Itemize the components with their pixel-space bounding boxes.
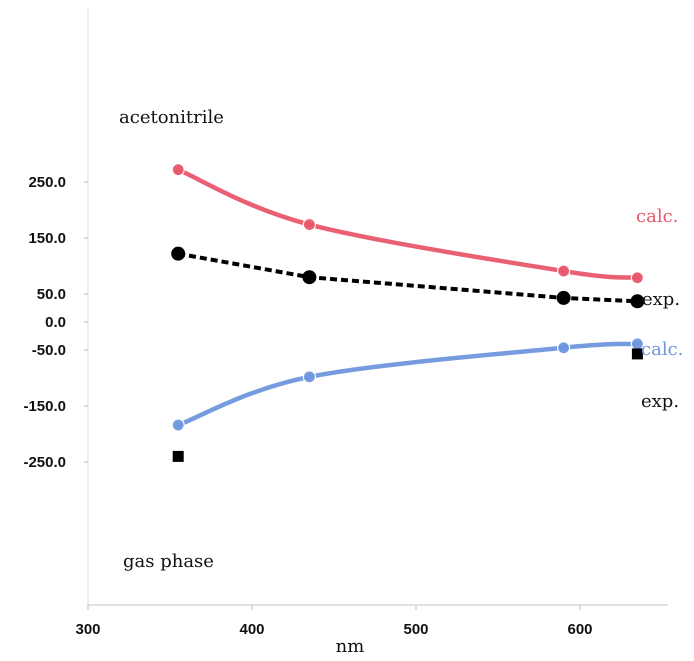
x-axis-label: nm	[336, 636, 365, 657]
gas-phase-calc-point	[171, 418, 185, 432]
acetonitrile-calc-point	[630, 271, 645, 285]
gas-phase-exp-point	[172, 450, 184, 462]
acetonitrile-calc-label: calc.	[636, 206, 678, 227]
acetonitrile-calc-line	[175, 167, 640, 281]
y-tick-label: 150.0	[28, 230, 66, 247]
series-layer	[171, 163, 645, 462]
gas-phase-calc-label: calc.	[641, 339, 683, 360]
gas-phase-exp-point	[631, 348, 643, 360]
acetonitrile-exp-point	[556, 290, 571, 305]
acetonitrile-label: acetonitrile	[119, 107, 224, 128]
y-tick-label: 0.0	[45, 314, 66, 331]
acetonitrile-calc-point	[171, 163, 185, 177]
y-ticks: 250.0 150.0 50.0 0.0 -50.0 -150.0 -250.0	[23, 174, 88, 471]
gas-phase-calc-point	[302, 370, 316, 384]
acetonitrile-exp-point	[630, 294, 645, 309]
gas-phase-calc-point	[556, 341, 571, 355]
gas-phase-label: gas phase	[123, 551, 214, 572]
acetonitrile-exp-point	[302, 270, 317, 285]
acetonitrile-exp-line	[177, 251, 638, 304]
acetonitrile-exp-label: exp.	[642, 289, 680, 310]
y-tick-label: -250.0	[23, 454, 66, 471]
y-tick-label: -50.0	[32, 342, 66, 359]
gas-phase-exp-label: exp.	[641, 391, 679, 412]
x-tick-label: 400	[239, 621, 264, 638]
y-tick-label: -150.0	[23, 398, 66, 415]
acetonitrile-calc-point	[556, 264, 571, 278]
acetonitrile-exp-point	[171, 246, 186, 261]
x-tick-label: 300	[75, 621, 100, 638]
x-ticks: 300 400 500 600	[75, 605, 593, 638]
y-tick-label: 250.0	[28, 174, 66, 191]
x-tick-label: 600	[567, 621, 592, 638]
acetonitrile-calc-point	[302, 217, 316, 232]
y-tick-label: 50.0	[37, 286, 66, 303]
gas-phase-calc-line	[175, 341, 640, 428]
x-tick-label: 500	[403, 621, 428, 638]
